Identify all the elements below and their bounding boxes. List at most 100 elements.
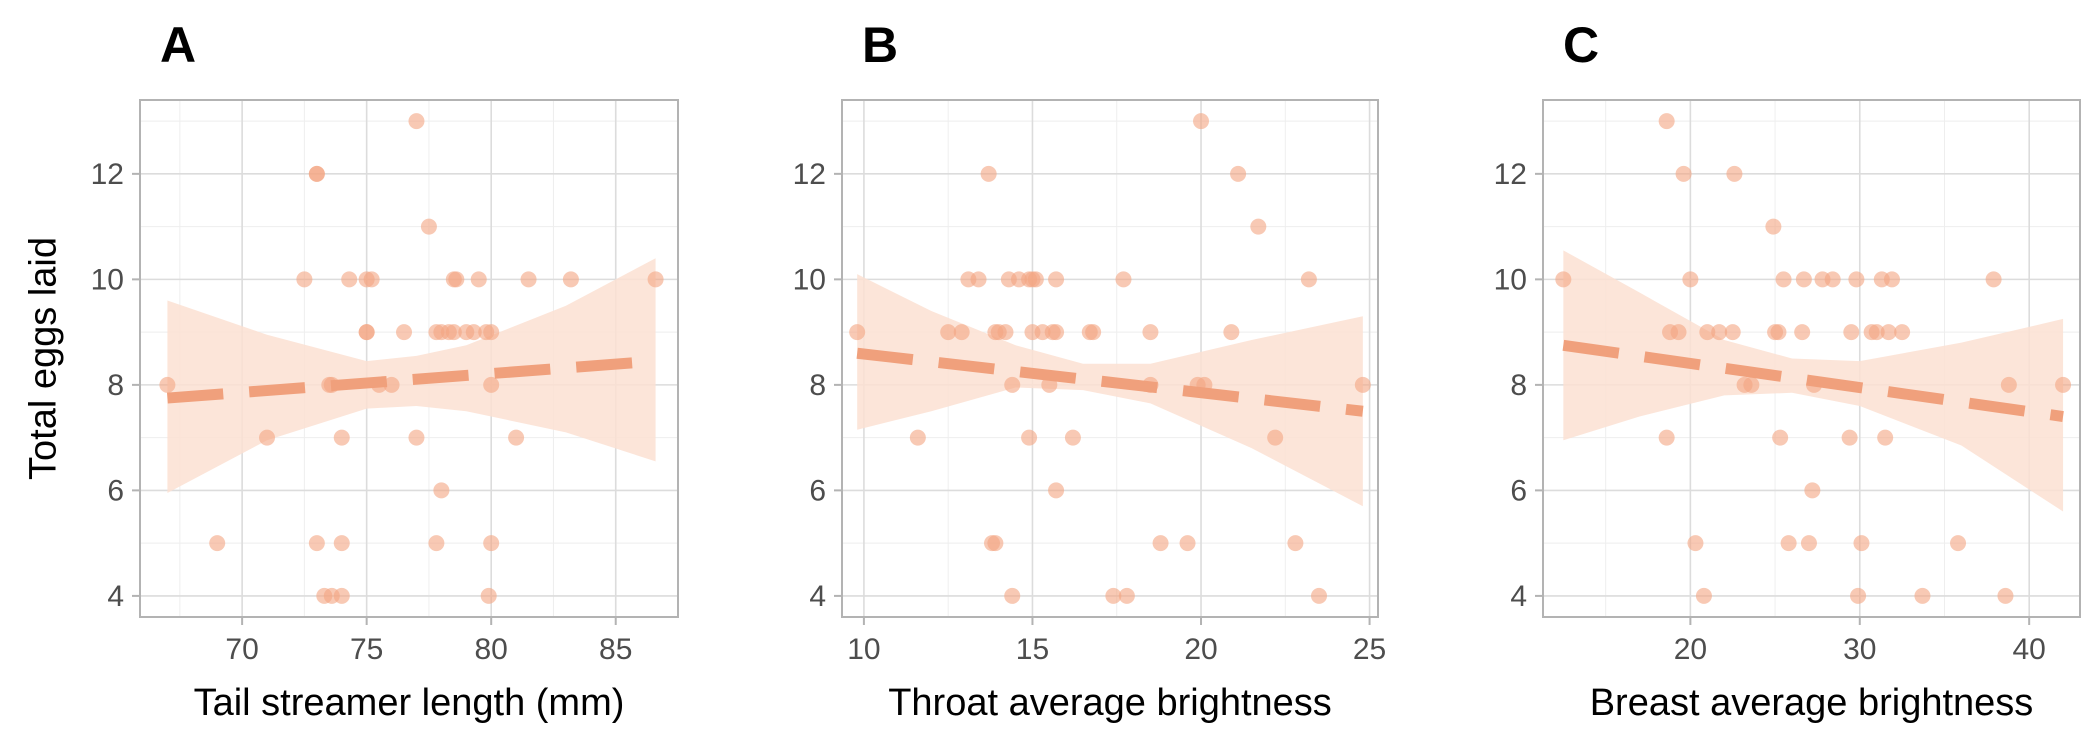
panel-border [139,99,679,618]
data-point [428,535,445,552]
data-point [1841,429,1858,446]
data-point [1658,113,1675,130]
data-point [1853,535,1870,552]
data-point [508,429,525,446]
data-point [1152,535,1169,552]
data-point [341,271,358,288]
data-point [1021,429,1038,446]
data-point [363,271,380,288]
data-point [1800,535,1817,552]
panel-border [1542,99,2081,618]
data-point [1115,271,1132,288]
data-point [483,376,500,393]
y-tick-label: 4 [809,580,826,613]
data-point [1118,587,1135,604]
data-point [1555,271,1572,288]
x-tick-label: 70 [225,633,258,666]
x-tick-label: 25 [1353,633,1386,666]
confidence-band [857,274,1363,507]
data-point [1048,271,1065,288]
data-point [1868,324,1885,341]
y-tick-label: 10 [793,263,826,296]
data-point [1765,218,1782,235]
x-tick-label: 85 [599,633,632,666]
panel-a: 70 75 80 85 4 6 8 10 12 A Tail streamer length (mm… [22,17,679,724]
data-point [1354,376,1371,393]
data-point [408,429,425,446]
data-point [1027,271,1044,288]
data-point [1804,482,1821,499]
data-point [483,324,500,341]
data-point [1250,218,1267,235]
panel-label: C [1563,17,1599,73]
data-point [1850,587,1867,604]
data-point [1193,113,1210,130]
y-axis-title: Total eggs laid [22,237,64,480]
data-point [849,324,866,341]
panel-label: B [862,17,898,73]
data-point [448,271,465,288]
data-point [1695,587,1712,604]
data-point [1085,324,1102,341]
data-point [1675,165,1692,182]
data-point [396,324,413,341]
regression-line [1562,339,2064,422]
data-point [333,429,350,446]
data-point [1894,324,1911,341]
y-tick-label: 10 [91,263,124,296]
data-point [1105,587,1122,604]
data-point [483,535,500,552]
data-point [1795,271,1812,288]
data-point [1880,324,1897,341]
data-point [1914,587,1931,604]
data-point [1780,535,1797,552]
data-point [333,587,350,604]
data-point [987,535,1004,552]
data-point [1794,324,1811,341]
data-point [980,165,997,182]
data-point [333,535,350,552]
x-tick-label: 40 [2012,633,2045,666]
x-tick-label: 80 [475,633,508,666]
x-tick-label: 10 [847,633,880,666]
data-point [445,324,462,341]
data-point [1142,324,1159,341]
data-point [420,218,437,235]
y-tick-label: 12 [793,158,826,191]
data-point [1048,324,1065,341]
data-point [1770,324,1787,341]
data-point [1658,429,1675,446]
data-point [1775,271,1792,288]
x-tick-label: 20 [1184,633,1217,666]
data-point [1064,429,1081,446]
data-point [1843,324,1860,341]
data-point [1883,271,1900,288]
data-point [1300,271,1317,288]
panel-b: 10 15 20 25 4 6 8 10 12 B Throat average brightnes… [793,17,1387,724]
data-point [953,324,970,341]
data-point [1687,535,1704,552]
data-point [1772,429,1789,446]
data-point [1267,429,1284,446]
data-point [358,324,375,341]
y-tick-label: 10 [1494,263,1527,296]
data-point [2000,376,2017,393]
data-point [1848,271,1865,288]
x-tick-label: 30 [1843,633,1876,666]
data-point [433,482,450,499]
y-tick-label: 12 [91,158,124,191]
data-point [2055,376,2072,393]
y-tick-label: 6 [1510,474,1527,507]
y-tick-label: 4 [1510,580,1527,613]
data-point [1004,587,1021,604]
data-point [1287,535,1304,552]
data-point [1711,324,1728,341]
x-tick-label: 15 [1016,633,1049,666]
data-point [997,324,1014,341]
data-point [408,113,425,130]
data-point [1311,587,1328,604]
data-point [1004,376,1021,393]
panel-border [841,99,1379,618]
data-point [1726,165,1743,182]
